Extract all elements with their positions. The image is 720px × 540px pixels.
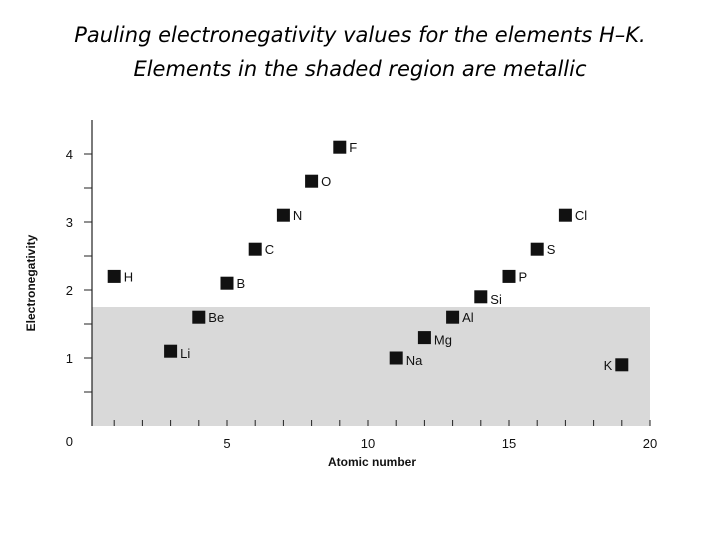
y-tick-label: 2 [66,283,73,298]
x-tick-label: 0 [66,434,73,449]
data-point-s [530,242,544,256]
point-label-h: H [124,269,133,284]
data-point-k [615,358,629,372]
y-tick-label: 3 [66,215,73,230]
chart-title-line1: Pauling electronegativity values for the… [74,23,646,47]
data-point-p [502,269,516,283]
point-label-be: Be [208,310,224,325]
data-point-be [192,310,206,324]
chart-title: Pauling electronegativity values for the… [0,18,720,86]
point-label-f: F [349,140,357,155]
data-point-f [333,140,347,154]
point-label-o: O [321,174,331,189]
point-label-al: Al [462,310,474,325]
metallic-region-shade [92,307,650,426]
y-axis-title: Electronegativity [24,234,38,331]
y-tick-label: 4 [66,147,73,162]
chart-title-line2: Elements in the shaded region are metall… [133,57,587,81]
data-point-mg [417,331,431,345]
data-point-h [107,269,121,283]
x-axis-title: Atomic number [328,455,416,469]
data-point-si [474,290,488,304]
point-label-s: S [547,242,556,257]
point-label-b: B [237,276,246,291]
data-point-o [305,174,319,188]
point-label-li: Li [180,346,190,361]
x-tick-label: 5 [223,436,230,451]
data-point-cl [558,208,572,222]
data-point-li [164,344,178,358]
point-label-c: C [265,242,274,257]
point-label-n: N [293,208,302,223]
point-label-na: Na [406,353,423,368]
data-point-al [446,310,460,324]
point-label-cl: Cl [575,208,587,223]
data-point-c [248,242,262,256]
data-point-b [220,276,234,290]
point-label-mg: Mg [434,333,452,348]
x-tick-label: 10 [361,436,375,451]
point-label-k: K [604,358,613,373]
y-tick-label: 1 [66,351,73,366]
x-tick-label: 20 [643,436,657,451]
data-point-na [389,351,403,365]
data-point-n [276,208,290,222]
x-tick-label: 15 [502,436,516,451]
point-label-p: P [519,269,528,284]
point-label-si: Si [490,292,502,307]
